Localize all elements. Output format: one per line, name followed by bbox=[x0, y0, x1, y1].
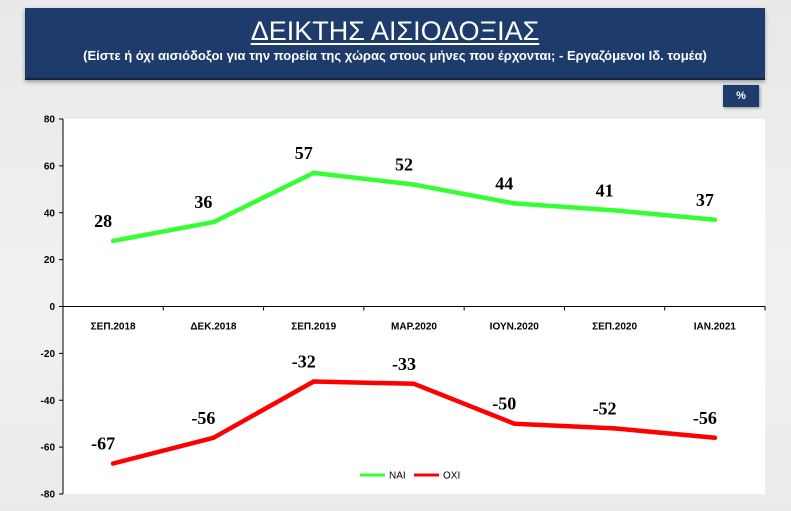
x-tick-label: ΣΕΠ.2018 bbox=[91, 322, 136, 333]
data-point bbox=[411, 182, 417, 187]
data-point bbox=[712, 435, 718, 440]
data-point bbox=[411, 381, 417, 387]
chart-title: ΔΕΙΚΤΗΣ ΑΙΣΙΟΔΟΞΙΑΣ bbox=[250, 16, 540, 46]
data-point bbox=[311, 170, 316, 176]
y-tick-label: 20 bbox=[44, 255, 56, 266]
data-point bbox=[110, 238, 116, 244]
y-tick-label: 60 bbox=[44, 161, 56, 172]
y-tick-label: -80 bbox=[41, 490, 56, 501]
data-label: 57 bbox=[295, 143, 313, 163]
x-tick-label: ΔΕΚ.2018 bbox=[190, 322, 237, 333]
data-point bbox=[512, 421, 517, 426]
data-point bbox=[712, 217, 718, 222]
data-point bbox=[512, 201, 517, 206]
legend-label: ΝΑΙ bbox=[389, 471, 406, 482]
data-label: -52 bbox=[593, 398, 617, 418]
data-label: 28 bbox=[94, 211, 112, 231]
data-point bbox=[612, 208, 617, 213]
x-tick-label: ΣΕΠ.2019 bbox=[291, 322, 336, 333]
data-point bbox=[110, 461, 116, 466]
data-label: -50 bbox=[492, 394, 516, 414]
y-tick-label: 80 bbox=[44, 115, 56, 126]
data-label: 44 bbox=[495, 173, 513, 193]
y-tick-label: -60 bbox=[41, 443, 56, 454]
unit-badge: % bbox=[723, 85, 759, 107]
x-tick-label: ΙΟΥΝ.2020 bbox=[490, 322, 540, 333]
data-point bbox=[612, 426, 617, 431]
title-banner: ΔΕΙΚΤΗΣ ΑΙΣΙΟΔΟΞΙΑΣ (Είστε ή όχι αισιόδο… bbox=[25, 8, 765, 80]
data-point bbox=[211, 219, 216, 225]
legend-label: ΟΧΙ bbox=[443, 471, 460, 482]
data-label: -56 bbox=[191, 408, 215, 428]
y-tick-label: -20 bbox=[41, 349, 56, 360]
x-tick-label: ΙΑΝ.2021 bbox=[694, 322, 737, 333]
data-label: 41 bbox=[596, 180, 614, 200]
x-tick-label: ΜΑΡ.2020 bbox=[391, 322, 437, 333]
data-label: -33 bbox=[392, 354, 416, 374]
data-label: -56 bbox=[693, 408, 717, 428]
data-point bbox=[311, 379, 316, 384]
x-tick-label: ΣΕΠ.2020 bbox=[592, 322, 637, 333]
data-label: -67 bbox=[91, 434, 115, 454]
data-label: -32 bbox=[292, 352, 316, 372]
y-tick-label: -40 bbox=[41, 396, 56, 407]
data-label: 37 bbox=[696, 190, 714, 210]
y-tick-label: 40 bbox=[44, 208, 56, 219]
chart-subtitle: (Είστε ή όχι αισιόδοξοι για την πορεία τ… bbox=[83, 48, 707, 63]
y-tick-label: 0 bbox=[49, 302, 55, 313]
data-label: 52 bbox=[395, 155, 413, 175]
data-label: 36 bbox=[194, 192, 212, 212]
data-point bbox=[211, 435, 216, 440]
